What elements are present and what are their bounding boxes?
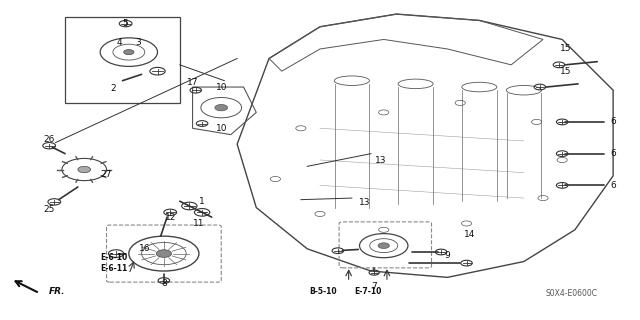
Text: 15: 15 [559, 44, 571, 53]
Text: 2: 2 [110, 84, 116, 93]
Text: 27: 27 [101, 170, 112, 179]
Text: 3: 3 [136, 38, 141, 47]
Text: E-7-10: E-7-10 [354, 287, 381, 296]
Text: 5: 5 [123, 19, 129, 28]
Text: 14: 14 [464, 230, 476, 239]
Circle shape [215, 105, 228, 111]
Circle shape [78, 166, 91, 173]
Text: 6: 6 [611, 149, 616, 158]
Circle shape [124, 50, 134, 55]
Text: 13: 13 [359, 198, 371, 207]
Text: 12: 12 [164, 212, 176, 222]
Text: S0X4-E0600C: S0X4-E0600C [545, 289, 597, 298]
Text: E-6-10
E-6-11: E-6-10 E-6-11 [100, 253, 127, 274]
Text: 4: 4 [116, 38, 122, 47]
Text: 9: 9 [445, 251, 451, 260]
Text: 11: 11 [193, 219, 205, 228]
Circle shape [378, 243, 390, 249]
Circle shape [156, 250, 172, 257]
Text: 13: 13 [375, 156, 387, 164]
Text: 26: 26 [44, 135, 55, 144]
Text: 1: 1 [199, 197, 205, 206]
Text: B-5-10: B-5-10 [309, 287, 337, 296]
Text: 17: 17 [187, 78, 198, 87]
Text: 6: 6 [611, 181, 616, 190]
Text: 25: 25 [44, 205, 55, 214]
Text: 6: 6 [611, 117, 616, 126]
Text: 16: 16 [139, 244, 150, 253]
Text: 15: 15 [559, 67, 571, 76]
Text: 8: 8 [161, 279, 167, 288]
Text: FR.: FR. [49, 287, 66, 296]
Text: 7: 7 [371, 282, 377, 292]
Text: 10: 10 [216, 83, 227, 92]
Text: 10: 10 [216, 124, 227, 133]
